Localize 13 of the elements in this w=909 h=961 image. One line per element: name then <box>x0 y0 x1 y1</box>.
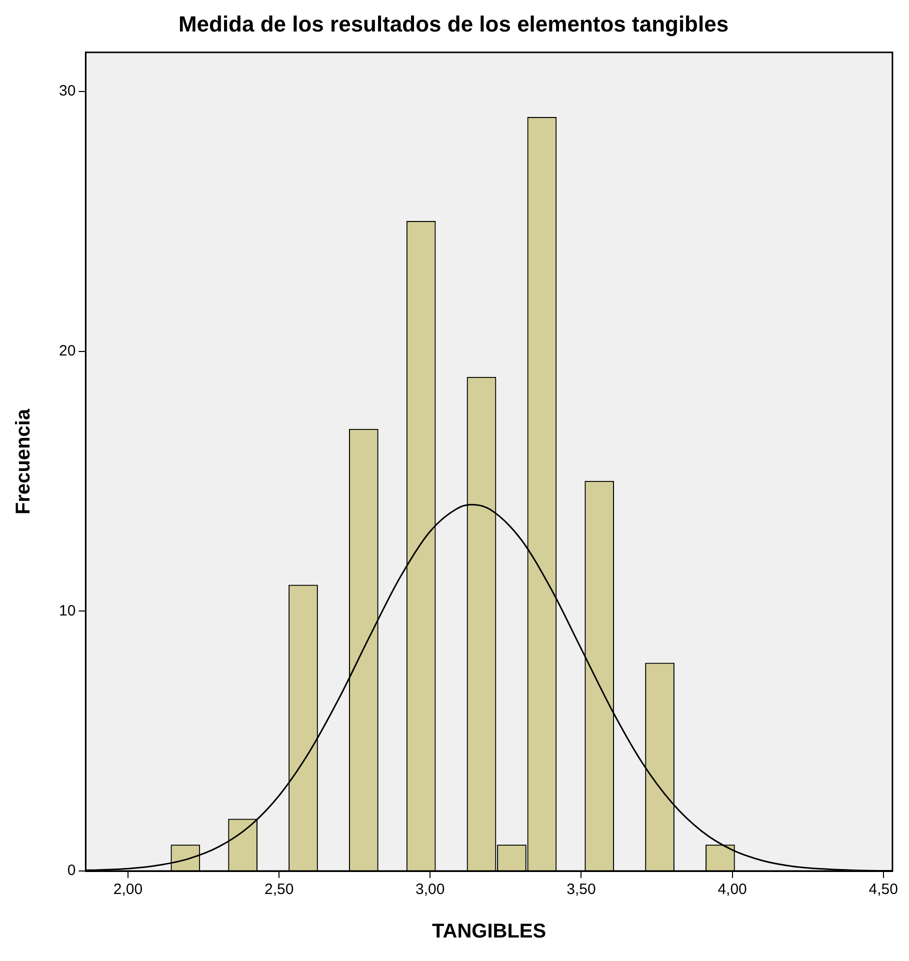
y-tick-label: 30 <box>58 82 76 100</box>
x-tick-label: 4,00 <box>718 881 747 898</box>
x-tick-label: 2,50 <box>264 881 294 898</box>
x-tick-label: 4,50 <box>868 881 898 898</box>
x-tick-label: 3,00 <box>416 881 445 898</box>
y-tick-label: 10 <box>58 602 76 620</box>
y-tick-label: 0 <box>67 862 76 880</box>
x-axis-title: TANGIBLES <box>432 920 546 943</box>
y-axis-title: Frecuencia <box>12 408 35 515</box>
y-tick-label: 20 <box>58 342 76 360</box>
chart-title: Medida de los resultados de los elementos tangibles <box>178 11 729 36</box>
x-tick-label: 2,00 <box>113 881 143 898</box>
x-tick-label: 3,50 <box>566 881 596 898</box>
